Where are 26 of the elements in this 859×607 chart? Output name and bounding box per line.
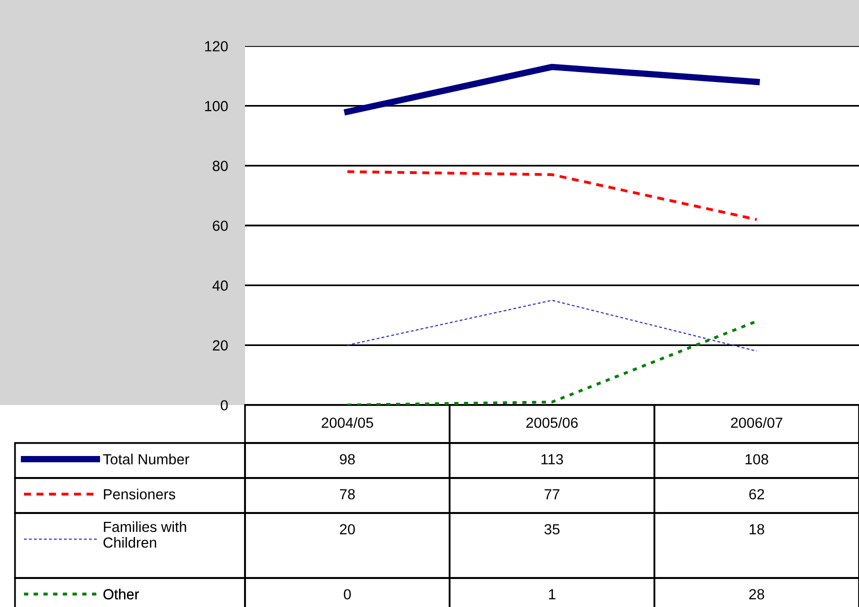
y-tick-label: 100 xyxy=(205,100,228,112)
data-label: 78 xyxy=(340,489,355,500)
data-label: 108 xyxy=(746,454,768,464)
legend-label: Families with Children xyxy=(103,521,186,548)
data-label: 62 xyxy=(749,489,764,500)
legend-label: Other xyxy=(103,588,139,600)
data-label: 1 xyxy=(549,589,556,600)
y-tick-label: 80 xyxy=(212,160,228,172)
x-tick-label: 2005/06 xyxy=(526,417,578,428)
legend-label: Pensioners xyxy=(104,488,176,500)
data-label: 113 xyxy=(541,454,563,464)
data-label: 98 xyxy=(340,454,355,464)
data-label: 77 xyxy=(544,489,560,500)
y-tick-label: 120 xyxy=(205,41,228,52)
legend-label: Total Number xyxy=(103,454,190,464)
data-label: 20 xyxy=(340,524,355,534)
y-tick-label: 0 xyxy=(220,400,228,410)
y-tick-label: 60 xyxy=(212,220,228,231)
y-tick-label: 20 xyxy=(212,340,228,351)
data-label: 18 xyxy=(750,524,764,534)
x-tick-label: 2004/05 xyxy=(322,417,374,428)
data-label: 0 xyxy=(344,589,351,600)
data-label: 35 xyxy=(544,524,560,534)
data-label: 28 xyxy=(749,589,764,600)
x-tick-label: 2006/07 xyxy=(731,417,782,428)
y-tick-label: 40 xyxy=(212,280,228,291)
